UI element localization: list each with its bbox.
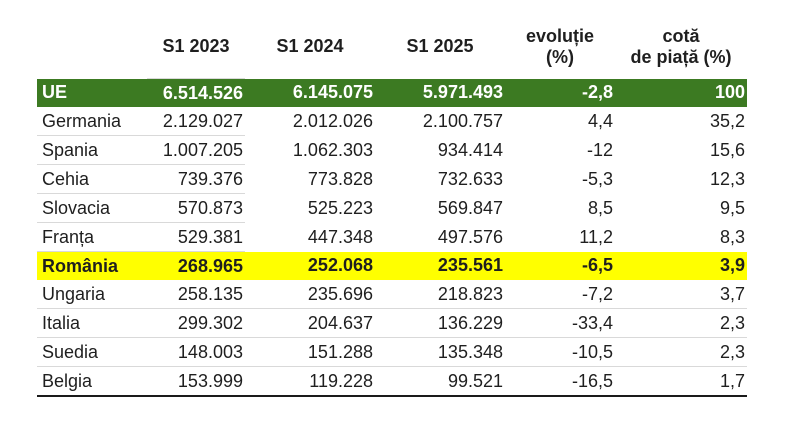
cell-s1-2025: 5.971.493 — [422, 82, 503, 103]
cell-s1-2024: 6.145.075 — [292, 82, 373, 103]
header-s1-2023: S1 2023 — [147, 16, 245, 79]
cell-s1-2024: 252.068 — [307, 255, 373, 276]
table-row-suedia: Suedia 148.003 151.288 135.348 -10,5 2,3 — [37, 337, 747, 367]
cell-cota: 3,9 — [719, 255, 745, 276]
cell-s1-2024: 204.637 — [245, 308, 375, 338]
header-evolutie-line2: (%) — [546, 47, 574, 68]
cell-country: Italia — [37, 308, 147, 338]
cell-country: Spania — [37, 135, 147, 165]
cell-s1-2023: 529.381 — [147, 222, 245, 252]
cell-s1-2024: 1.062.303 — [292, 139, 373, 160]
cell-s1-2025: 218.823 — [375, 280, 505, 309]
cell-cota: 2,3 — [615, 337, 747, 367]
cell-country: România — [42, 255, 119, 276]
cell-evolutie: 8,5 — [587, 197, 613, 218]
cell-country: Slovacia — [37, 193, 147, 223]
cell-s1-2025: 569.847 — [437, 197, 503, 218]
cell-cota: 2,3 — [615, 308, 747, 338]
data-table: S1 2023 S1 2024 S1 2025 evoluție (%) cot… — [37, 16, 747, 397]
cell-cota: 35,2 — [709, 110, 745, 131]
header-cota-line1: cotă — [662, 25, 700, 46]
cell-evolutie: 11,2 — [579, 226, 613, 247]
cell-s1-2023: 258.135 — [147, 280, 245, 309]
cell-s1-2025: 732.633 — [437, 168, 503, 189]
header-s1-2024: S1 2024 — [276, 36, 344, 57]
header-s1-2025: S1 2025 — [406, 36, 474, 57]
cell-s1-2025: 934.414 — [437, 139, 503, 160]
cell-s1-2024: 773.828 — [307, 168, 373, 189]
table-row-ue: UE 6.514.526 6.145.075 5.971.493 -2,8 10… — [37, 78, 747, 107]
cell-s1-2024: 447.348 — [307, 226, 373, 247]
table-row-belgia: Belgia 153.999 119.228 99.521 -16,5 1,7 — [37, 366, 747, 397]
cell-s1-2025: 136.229 — [375, 308, 505, 338]
cell-country: UE — [42, 82, 68, 103]
cell-s1-2024: 119.228 — [245, 366, 375, 397]
spreadsheet-table-region: S1 2023 S1 2024 S1 2025 evoluție (%) cot… — [37, 16, 747, 397]
cell-cota: 12,3 — [709, 168, 745, 189]
header-country — [37, 16, 147, 79]
cell-country: Belgia — [37, 366, 147, 397]
cell-evolutie: -2,8 — [581, 82, 613, 103]
header-cota-line2: de piață (%) — [630, 47, 732, 68]
cell-s1-2025: 135.348 — [375, 337, 505, 367]
cell-cota: 9,5 — [719, 197, 745, 218]
cell-country: Cehia — [37, 164, 147, 194]
table-row-ungaria: Ungaria 258.135 235.696 218.823 -7,2 3,7 — [37, 280, 747, 309]
table-row-germania: Germania 2.129.027 2.012.026 2.100.757 4… — [37, 107, 747, 136]
cell-country: Franța — [37, 222, 147, 252]
cell-s1-2023: 1.007.205 — [147, 135, 245, 165]
cell-s1-2023: 570.873 — [147, 193, 245, 223]
cell-evolutie: 4,4 — [587, 110, 613, 131]
cell-s1-2023: 268.965 — [177, 255, 243, 276]
cell-cota: 8,3 — [719, 226, 745, 247]
cell-cota: 3,7 — [615, 280, 747, 309]
cell-evolutie: -10,5 — [505, 337, 615, 367]
cell-s1-2023: 6.514.526 — [162, 82, 243, 103]
table-row-spania: Spania 1.007.205 1.062.303 934.414 -12 1… — [37, 135, 747, 165]
header-cota: cotă de piață (%) — [615, 16, 747, 79]
cell-country: Germania — [37, 107, 147, 136]
cell-s1-2023: 739.376 — [147, 164, 245, 194]
table-row-franta: Franța 529.381 447.348 497.576 11,2 8,3 — [37, 222, 747, 252]
header-row: S1 2023 S1 2024 S1 2025 evoluție (%) cot… — [37, 16, 747, 79]
cell-cota: 15,6 — [709, 139, 745, 160]
cell-s1-2025: 99.521 — [375, 366, 505, 397]
cell-country: Suedia — [37, 337, 147, 367]
cell-s1-2023: 299.302 — [147, 308, 245, 338]
cell-evolutie: -6,5 — [581, 255, 613, 276]
cell-s1-2025: 2.100.757 — [422, 110, 503, 131]
cell-country: Ungaria — [37, 280, 147, 309]
cell-evolutie: -16,5 — [505, 366, 615, 397]
cell-evolutie: -7,2 — [505, 280, 615, 309]
header-evolutie-line1: evoluție — [525, 25, 595, 46]
cell-cota: 1,7 — [615, 366, 747, 397]
cell-s1-2023: 153.999 — [147, 366, 245, 397]
cell-evolutie: -33,4 — [505, 308, 615, 338]
cell-s1-2024: 525.223 — [307, 197, 373, 218]
cell-cota: 100 — [714, 82, 745, 103]
cell-s1-2025: 497.576 — [437, 226, 503, 247]
table-row-romania: România 268.965 252.068 235.561 -6,5 3,9 — [37, 251, 747, 280]
table-row-cehia: Cehia 739.376 773.828 732.633 -5,3 12,3 — [37, 164, 747, 194]
cell-s1-2024: 235.696 — [245, 280, 375, 309]
cell-s1-2024: 151.288 — [245, 337, 375, 367]
table-row-slovacia: Slovacia 570.873 525.223 569.847 8,5 9,5 — [37, 193, 747, 223]
cell-evolutie: -12 — [586, 139, 613, 160]
table-row-italia: Italia 299.302 204.637 136.229 -33,4 2,3 — [37, 308, 747, 338]
cell-s1-2024: 2.012.026 — [292, 110, 373, 131]
header-evolutie: evoluție (%) — [505, 16, 615, 79]
cell-s1-2023: 148.003 — [147, 337, 245, 367]
cell-s1-2023: 2.129.027 — [147, 107, 245, 136]
cell-evolutie: -5,3 — [581, 168, 613, 189]
cell-s1-2025: 235.561 — [437, 255, 503, 276]
